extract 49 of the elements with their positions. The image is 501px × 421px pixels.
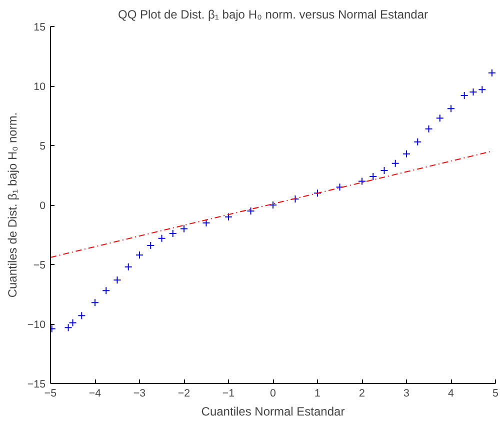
point [424,124,433,133]
point [136,250,144,259]
point [414,138,422,146]
point [336,183,344,192]
x-tick-label: 5 [492,388,499,400]
y-tick-label: 0 [40,200,46,212]
y-axis-title: Cuantiles de Dist. β₁ bajo H₀ norm. [5,112,20,298]
point [168,230,177,238]
point [478,86,486,94]
point [269,201,277,209]
point [460,92,468,100]
x-tick-label: 3 [404,388,410,400]
point [358,177,366,186]
x-tick-label: 2 [359,388,366,400]
point [146,241,155,250]
y-tick-label: −15 [27,378,46,390]
x-tick-label: 1 [314,388,321,400]
y-tick-label: 15 [34,22,46,34]
point [202,218,210,227]
point [180,224,188,233]
point [246,206,255,215]
point [314,189,322,198]
point [380,166,388,174]
point [488,68,496,77]
point [78,312,86,320]
x-axis-title: Cuantiles Normal Estandar [201,404,345,418]
y-tick-label: −10 [27,319,46,331]
chart-title: QQ Plot de Dist. β₁ bajo H₀ norm. versus Normal Estandar [118,8,428,22]
point [391,159,400,168]
point [402,150,410,158]
point [436,114,444,122]
point [102,286,110,295]
point [369,172,378,180]
point [158,234,166,242]
x-tick-label: 4 [448,388,454,400]
point [224,212,232,221]
point [124,262,132,271]
x-tick-label: −1 [222,388,235,400]
point [91,298,99,307]
y-tick-label: −5 [33,260,46,272]
x-tick-label: 0 [270,388,276,400]
x-tick-label: −2 [178,388,190,400]
point [447,104,455,113]
point [113,276,122,284]
y-tick-label: 5 [40,140,46,152]
x-tick-label: −4 [88,388,102,400]
point [469,88,478,96]
y-tick-label: 10 [34,81,46,93]
x-tick-label: −3 [133,388,146,400]
